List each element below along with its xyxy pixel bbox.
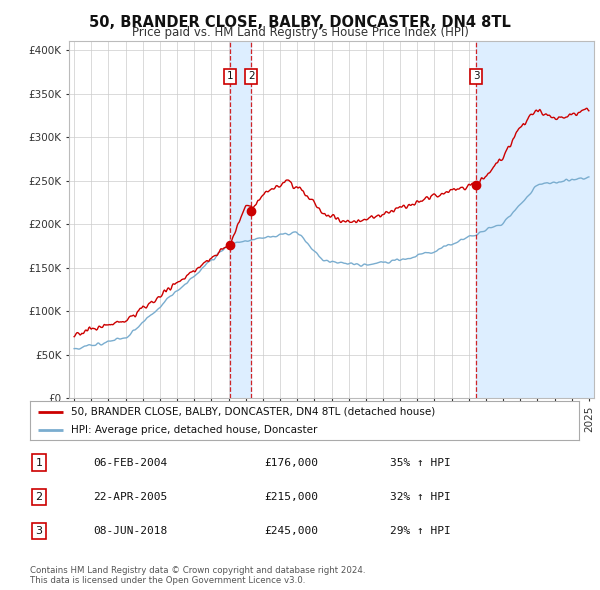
Text: 2: 2 bbox=[248, 71, 254, 81]
Text: 3: 3 bbox=[35, 526, 43, 536]
Text: £176,000: £176,000 bbox=[264, 458, 318, 467]
Text: 08-JUN-2018: 08-JUN-2018 bbox=[93, 526, 167, 536]
Text: 50, BRANDER CLOSE, BALBY, DONCASTER, DN4 8TL: 50, BRANDER CLOSE, BALBY, DONCASTER, DN4… bbox=[89, 15, 511, 30]
Text: 32% ↑ HPI: 32% ↑ HPI bbox=[390, 492, 451, 502]
Bar bbox=[476, 41, 594, 398]
Text: 2: 2 bbox=[35, 492, 43, 502]
Text: 50, BRANDER CLOSE, BALBY, DONCASTER, DN4 8TL (detached house): 50, BRANDER CLOSE, BALBY, DONCASTER, DN4… bbox=[71, 407, 436, 417]
Text: 1: 1 bbox=[227, 71, 233, 81]
Text: 1: 1 bbox=[35, 458, 43, 467]
Text: £245,000: £245,000 bbox=[264, 526, 318, 536]
Text: 3: 3 bbox=[473, 71, 479, 81]
Text: Contains HM Land Registry data © Crown copyright and database right 2024.
This d: Contains HM Land Registry data © Crown c… bbox=[30, 566, 365, 585]
Text: HPI: Average price, detached house, Doncaster: HPI: Average price, detached house, Donc… bbox=[71, 425, 317, 435]
Bar bbox=[230, 41, 251, 398]
Text: £215,000: £215,000 bbox=[264, 492, 318, 502]
Text: 29% ↑ HPI: 29% ↑ HPI bbox=[390, 526, 451, 536]
Text: 35% ↑ HPI: 35% ↑ HPI bbox=[390, 458, 451, 467]
Text: 06-FEB-2004: 06-FEB-2004 bbox=[93, 458, 167, 467]
Text: 22-APR-2005: 22-APR-2005 bbox=[93, 492, 167, 502]
Text: Price paid vs. HM Land Registry's House Price Index (HPI): Price paid vs. HM Land Registry's House … bbox=[131, 26, 469, 39]
